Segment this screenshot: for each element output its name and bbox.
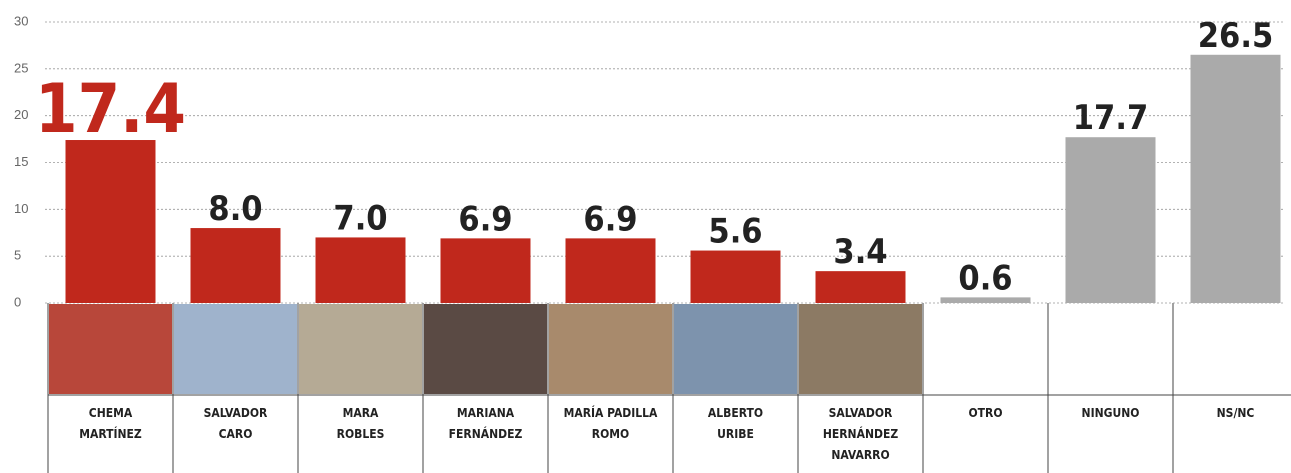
value-label: 7.0: [333, 198, 387, 238]
bar: [1191, 55, 1281, 303]
bar: [566, 238, 656, 303]
y-tick-label: 10: [14, 201, 28, 216]
bar: [316, 237, 406, 303]
x-tick-label: NS/NC: [1173, 403, 1291, 424]
value-label: 8.0: [208, 189, 262, 229]
photo: [174, 304, 297, 394]
value-label: 6.9: [458, 199, 512, 239]
photos: [49, 304, 922, 394]
y-tick-label: 25: [14, 60, 28, 75]
value-label: 6.9: [583, 199, 637, 239]
photo: [674, 304, 797, 394]
x-tick-label: ALBERTO URIBE: [673, 403, 798, 445]
x-tick-label: MARÍA PADILLA ROMO: [548, 403, 673, 445]
x-tick-label: SALVADOR CARO: [173, 403, 298, 445]
x-tick-label: OTRO: [923, 403, 1048, 424]
bar: [66, 140, 156, 303]
y-tick-label: 30: [14, 13, 28, 28]
y-tick-label: 5: [14, 248, 21, 263]
value-label: 26.5: [1198, 16, 1273, 56]
photo: [799, 304, 922, 394]
x-tick-label: MARA ROBLES: [298, 403, 423, 445]
photo: [424, 304, 547, 394]
value-label: 3.4: [833, 232, 887, 272]
value-label: 5.6: [708, 212, 762, 252]
photo: [49, 304, 172, 394]
x-tick-label: NINGUNO: [1048, 403, 1173, 424]
x-tick-label: MARIANA FERNÁNDEZ: [423, 403, 548, 445]
bar: [441, 238, 531, 303]
value-label: 17.4: [35, 70, 186, 149]
y-tick-label: 0: [14, 294, 21, 309]
bar: [691, 251, 781, 303]
x-tick-label: CHEMA MARTÍNEZ: [48, 403, 173, 445]
photo: [299, 304, 422, 394]
y-tick-label: 20: [14, 107, 28, 122]
chart-page: 0 5 10 15 20 25 30 17.4 8.0 7.0 6.9 6.9 5.6 3.4 0.6 17.…: [0, 0, 1291, 473]
x-tick-label: SALVADOR HERNÁNDEZ NAVARRO: [798, 403, 923, 466]
value-label: 17.7: [1073, 98, 1148, 138]
photo: [549, 304, 672, 394]
bar: [816, 271, 906, 303]
bar: [1066, 137, 1156, 303]
y-tick-label: 15: [14, 154, 28, 169]
bar: [191, 228, 281, 303]
value-label: 0.6: [958, 258, 1012, 298]
